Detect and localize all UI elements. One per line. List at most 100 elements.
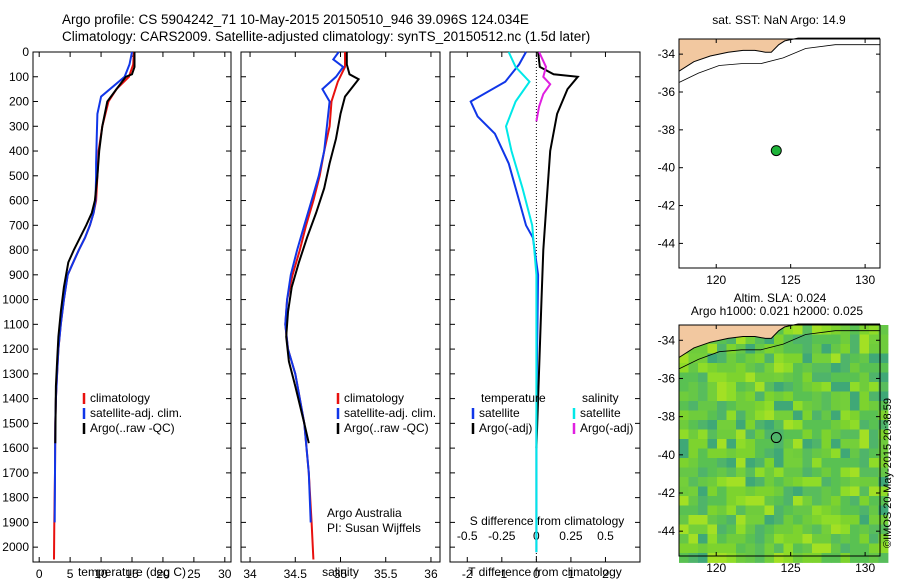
sla-cell xyxy=(802,410,813,421)
sla-map-title-0: Altim. SLA: 0.024 xyxy=(734,291,827,305)
x-tick-label: 25 xyxy=(187,567,201,580)
sla-cell xyxy=(831,439,841,449)
sla-cell xyxy=(850,410,860,421)
sla-cell xyxy=(831,505,841,516)
watermark-timestamp: ©IMOS 20-May-2015 20:38:59 xyxy=(882,398,894,548)
sla-cell xyxy=(802,429,813,440)
sla-cell xyxy=(812,353,822,364)
sla-cell xyxy=(736,429,746,440)
sla-cell xyxy=(878,543,889,554)
sla-cell xyxy=(688,353,699,364)
y-tick-label: 800 xyxy=(9,243,29,257)
y-tick-label: 1300 xyxy=(2,367,29,381)
sla-cell xyxy=(764,553,775,563)
map-x-tick-label: 130 xyxy=(855,561,875,575)
sla-cell xyxy=(688,401,699,411)
sla-cell xyxy=(793,553,803,563)
sla-cell xyxy=(783,429,794,440)
sla-cell xyxy=(679,372,689,383)
sla-cell xyxy=(745,467,756,478)
sla-cell xyxy=(755,534,765,544)
sla-cell xyxy=(783,496,794,506)
sla-cell xyxy=(802,353,813,364)
sla-cell xyxy=(793,429,803,440)
temperature-panel: 0 5 10 15 20 25 300100200300400500600700800900… xyxy=(2,45,232,580)
sla-cell xyxy=(793,391,803,402)
sla-cell xyxy=(745,353,756,364)
coastline xyxy=(678,323,880,358)
sla-cell xyxy=(878,334,889,345)
sla-cell xyxy=(783,353,794,364)
x-tick-label: 2 xyxy=(602,567,609,580)
sla-cell xyxy=(698,477,708,487)
sla-cell xyxy=(774,382,784,392)
sla-cell xyxy=(774,553,784,563)
sla-cell xyxy=(736,486,746,497)
sla-cell xyxy=(783,391,794,402)
sla-cell xyxy=(831,458,841,468)
salinity-series-1 xyxy=(284,51,345,523)
y-tick-label: 1100 xyxy=(3,317,29,331)
sla-cell xyxy=(831,467,841,478)
sla-cell xyxy=(878,353,889,364)
sla-cell xyxy=(764,534,775,544)
plot-frame xyxy=(449,51,641,563)
sla-cell xyxy=(840,401,851,411)
sla-cell xyxy=(859,534,870,544)
sla-cell xyxy=(736,391,746,402)
y-tick-label: 700 xyxy=(9,218,29,232)
sla-cell xyxy=(869,458,879,468)
sla-cell xyxy=(793,410,803,421)
sla-cell xyxy=(717,505,727,516)
sla-cell xyxy=(802,496,813,506)
sla-cell xyxy=(745,496,756,506)
sla-cell xyxy=(745,458,756,468)
sla-cell xyxy=(878,363,889,373)
sla-cell xyxy=(736,553,746,563)
sla-cell xyxy=(850,467,860,478)
sla-cell xyxy=(878,439,889,449)
sla-cell xyxy=(679,382,689,392)
sla-cell xyxy=(802,477,813,487)
difference-series-3 xyxy=(535,51,552,122)
sla-cell xyxy=(679,477,689,487)
sla-cell xyxy=(869,325,879,335)
x-tick-label: 36 xyxy=(424,567,438,580)
sla-cell xyxy=(812,543,822,554)
sla-cell xyxy=(707,420,718,430)
sla-cell xyxy=(726,496,737,506)
sla-cell xyxy=(802,325,813,335)
sla-cell xyxy=(821,344,832,354)
sla-cell xyxy=(812,505,822,516)
sla-cell xyxy=(850,429,860,440)
sla-cell xyxy=(736,496,746,506)
sla-cell xyxy=(783,439,794,449)
sla-cell xyxy=(831,429,841,440)
sla-cell xyxy=(707,505,718,516)
sla-cell xyxy=(726,391,737,402)
sla-cell xyxy=(688,344,699,354)
sla-cell xyxy=(831,534,841,544)
x-tick-label-S: 0.25 xyxy=(559,529,583,543)
sla-cell xyxy=(878,486,889,497)
temperature-series-2 xyxy=(54,52,136,444)
sla-cell xyxy=(745,524,756,535)
sla-cell xyxy=(869,448,879,459)
sla-cell xyxy=(793,420,803,430)
sla-cell xyxy=(859,505,870,516)
sla-cell xyxy=(783,534,794,544)
sla-cell xyxy=(736,524,746,535)
sla-cell xyxy=(793,515,803,525)
sla-cell xyxy=(802,363,813,373)
sla-cell xyxy=(850,401,860,411)
map-y-tick-label: -36 xyxy=(658,371,676,385)
y-tick-label: 200 xyxy=(9,95,29,109)
map-y-tick-label: -38 xyxy=(658,410,676,424)
sla-cell xyxy=(840,515,851,525)
sla-cell xyxy=(707,401,718,411)
sla-cell xyxy=(688,553,699,563)
sla-cell xyxy=(831,410,841,421)
sla-cell xyxy=(755,382,765,392)
sla-cell xyxy=(793,458,803,468)
sla-cell xyxy=(736,534,746,544)
